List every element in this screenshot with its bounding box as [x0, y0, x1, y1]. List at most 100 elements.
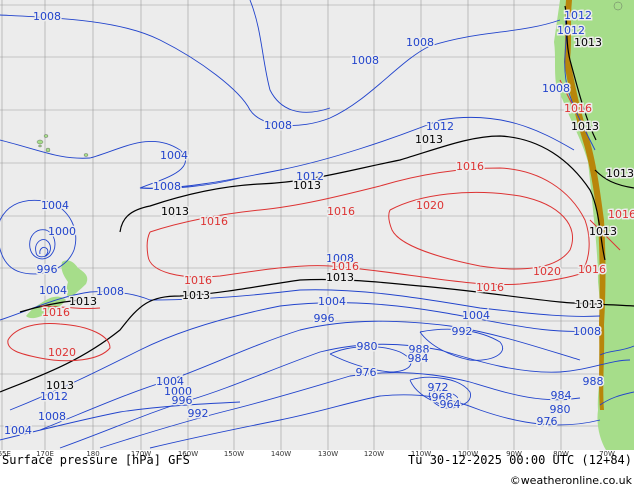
isobar-label: 980 [357, 340, 378, 353]
isobar-label: 972 [428, 381, 449, 394]
isobar-label: 980 [550, 403, 571, 416]
isobar-label: 1013 [606, 167, 634, 180]
isobar-line-low [329, 346, 412, 373]
isobar-label: 1020 [48, 346, 76, 359]
isobar-label: 1008 [326, 252, 354, 265]
isobar-line-low [249, 0, 331, 113]
isobar-label: 1016 [608, 208, 634, 221]
longitude-tick-label: 90W [506, 450, 522, 458]
isobar-label: 1016 [327, 205, 355, 218]
longitude-tick-label: 180 [86, 450, 99, 458]
footer-strip [0, 450, 634, 490]
isobar-label: 996 [37, 263, 58, 276]
longitude-tick-label: 110W [411, 450, 431, 458]
longitude-tick-label: 100W [458, 450, 478, 458]
isobar-line-low [564, 19, 596, 151]
isobar-label: 1008 [406, 36, 434, 49]
isobar-label: 1008 [38, 410, 66, 423]
island [43, 134, 49, 138]
isobar-label: 1013 [293, 179, 321, 192]
isobar-label: 1016 [578, 263, 606, 276]
isobar-line-low [9, 302, 601, 411]
isobar-label: 1013 [161, 205, 189, 218]
isobar-line-normal [564, 5, 597, 141]
isobar-label: 1016 [456, 160, 484, 173]
island [36, 139, 44, 145]
isobar-label: 1016 [184, 274, 212, 287]
isobar-line-normal [0, 278, 634, 393]
isobar-label: 1008 [264, 119, 292, 132]
isobar-label: 1000 [48, 225, 76, 238]
isobar-label: 1004 [156, 375, 184, 388]
isobar-label: 1016 [42, 306, 70, 319]
isobar-label: 1013 [589, 225, 617, 238]
island [45, 147, 51, 153]
isobars-normal [0, 5, 634, 393]
longitude-tick-label: 70W [599, 450, 615, 458]
longitude-tick-label: 150W [224, 450, 244, 458]
isobar-line-high [146, 167, 590, 286]
isobar-line-high [388, 192, 573, 270]
isobar-label: 964 [440, 398, 461, 411]
isobar-label: 996 [172, 394, 193, 407]
isobar-line-normal [19, 299, 81, 313]
south-america-land [554, 0, 634, 450]
isobar-label: 1013 [415, 133, 443, 146]
isobar-label: 968 [432, 391, 453, 404]
new-zealand-north-island [61, 260, 88, 300]
isobar-label: 1000 [164, 385, 192, 398]
longitude-tick-label: 80W [553, 450, 569, 458]
isobar-line-low [0, 116, 575, 189]
isobar-label: 1008 [542, 82, 570, 95]
isobar-label: 1020 [416, 199, 444, 212]
isobar-label: 1016 [200, 215, 228, 228]
isobar-label: 1013 [46, 379, 74, 392]
isobar-label: 1004 [4, 424, 32, 437]
isobar-label: 1012 [296, 170, 324, 183]
new-zealand-south-island [26, 296, 66, 319]
longitude-tick-label: 130W [318, 450, 338, 458]
isobar-label: 1012 [40, 390, 68, 403]
longitude-tick-label: 170E [36, 450, 54, 458]
isobar-label: 976 [537, 415, 558, 428]
isobar-line-low [59, 343, 631, 449]
isobar-label: 1013 [326, 271, 354, 284]
isobar-label: 1016 [331, 260, 359, 273]
isobar-label: 988 [409, 343, 430, 356]
isobar-label: 1013 [69, 295, 97, 308]
isobar-label: 984 [408, 352, 429, 365]
isobar-line-low [0, 199, 77, 275]
isobar-label: 996 [314, 312, 335, 325]
isobar-line-low [149, 394, 601, 449]
isobar-line-high [589, 219, 621, 251]
isobar-line-low [99, 372, 581, 449]
longitude-tick-label: 170W [131, 450, 151, 458]
longitude-tick-label: 160W [178, 450, 198, 458]
isobar-label: 1008 [573, 325, 601, 338]
andes-terrain [564, 0, 606, 410]
isobar-line-low [35, 239, 51, 258]
isobar-line-low [29, 229, 56, 260]
isobar-line-low [428, 390, 461, 409]
island [38, 144, 42, 148]
land-masses [26, 0, 634, 450]
isobars-high [7, 79, 621, 362]
isobar-label: 1012 [564, 9, 592, 22]
isobar-line-normal [119, 135, 606, 261]
product-title: Surface pressure [hPa] GFS [2, 453, 190, 467]
island [83, 153, 89, 157]
isobar-line-low [39, 320, 581, 431]
isobar-label: 1013 [571, 120, 599, 133]
isobar-label: 1008 [153, 180, 181, 193]
ocean-background [0, 0, 634, 450]
tierra-del-fuego [598, 422, 624, 438]
isobar-label: 1016 [564, 102, 592, 115]
isobar-line-high [559, 79, 576, 111]
isobar-line-normal [594, 169, 634, 189]
isobar-label: 1008 [33, 10, 61, 23]
island [613, 1, 623, 11]
isobar-line-low [599, 391, 634, 406]
isobar-line-low [419, 328, 503, 361]
